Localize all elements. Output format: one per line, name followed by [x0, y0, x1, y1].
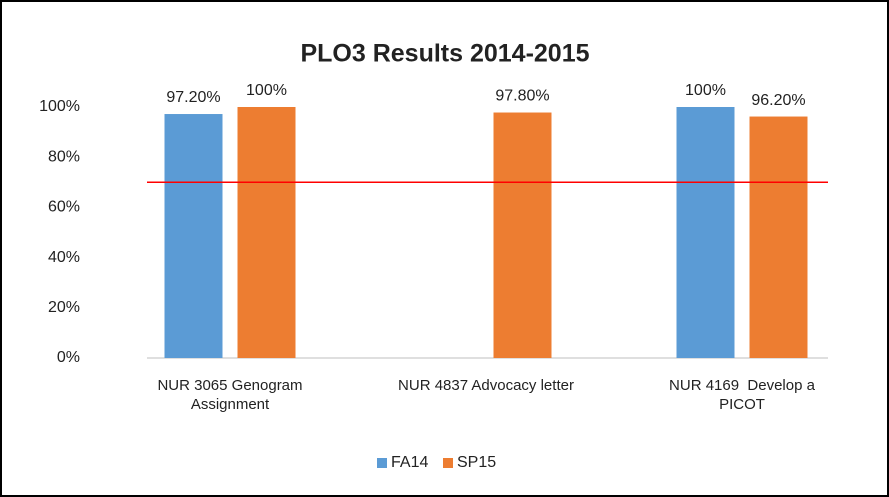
y-tick-label: 100%: [39, 98, 80, 115]
y-tick-label: 80%: [48, 148, 80, 165]
data-label: 100%: [685, 82, 726, 99]
bar: [237, 107, 296, 358]
data-label: 100%: [246, 82, 287, 99]
y-tick-label: 40%: [48, 249, 80, 266]
legend-label: SP15: [457, 454, 496, 471]
y-tick-label: 60%: [48, 199, 80, 216]
x-tick-label: NUR 4169 Develop a PICOT: [669, 377, 820, 413]
chart-title: PLO3 Results 2014-2015: [300, 40, 589, 68]
y-tick-label: 0%: [57, 349, 80, 366]
legend-swatch: [443, 458, 453, 468]
legend-label: FA14: [391, 454, 428, 471]
x-tick-label: NUR 3065 Genogram Assignment: [157, 377, 306, 413]
x-tick-label: NUR 4837 Advocacy letter: [398, 377, 574, 394]
data-label: 96.20%: [751, 92, 805, 109]
bar: [676, 107, 735, 358]
data-label: 97.80%: [495, 88, 549, 105]
y-tick-label: 20%: [48, 299, 80, 316]
bar: [164, 114, 223, 358]
bar: [749, 116, 808, 359]
data-label: 97.20%: [166, 89, 220, 106]
bar: [493, 112, 552, 358]
legend-swatch: [377, 458, 387, 468]
